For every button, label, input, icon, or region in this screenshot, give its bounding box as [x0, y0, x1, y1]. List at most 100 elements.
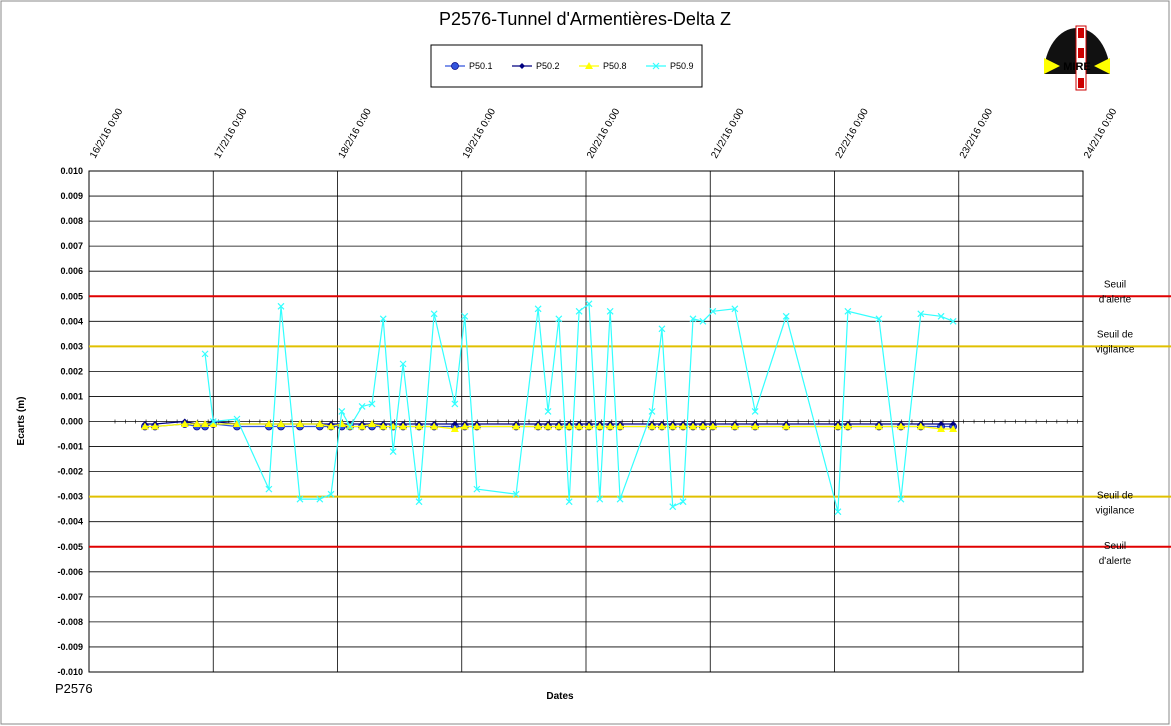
point	[698, 422, 707, 430]
point	[565, 498, 573, 506]
y-tick-label: -0.006	[57, 567, 83, 577]
y-tick-label: 0.000	[60, 417, 83, 427]
point	[209, 420, 218, 428]
point	[316, 495, 324, 503]
point	[512, 422, 521, 430]
point	[688, 422, 697, 430]
y-tick-label: 0.006	[60, 266, 83, 276]
point	[389, 448, 397, 455]
point	[534, 305, 542, 313]
legend-marker	[451, 62, 459, 70]
point	[916, 422, 925, 430]
threshold-label: Seuil	[1104, 279, 1126, 290]
point	[379, 315, 387, 323]
point	[276, 420, 285, 428]
point	[450, 425, 459, 433]
point	[338, 408, 346, 415]
point	[699, 317, 707, 325]
point	[192, 420, 201, 428]
point	[648, 422, 657, 430]
y-tick-label: -0.003	[57, 492, 83, 502]
y-tick-label: 0.001	[60, 391, 83, 401]
point	[233, 415, 241, 423]
point	[949, 317, 957, 325]
point	[544, 422, 553, 430]
y-tick-label: 0.009	[60, 191, 83, 201]
point	[751, 422, 760, 430]
point	[937, 312, 945, 320]
point	[782, 312, 790, 320]
y-tick-label: 0.003	[60, 341, 83, 351]
point	[875, 315, 883, 323]
point	[379, 422, 388, 430]
footer: P2576	[55, 681, 93, 696]
point	[917, 310, 925, 318]
threshold-label: d'alerte	[1099, 556, 1132, 567]
y-tick-label: -0.008	[57, 617, 83, 627]
point	[346, 423, 354, 430]
point	[689, 315, 697, 323]
point	[430, 310, 438, 318]
y-tick-label: -0.005	[57, 542, 83, 552]
point	[679, 422, 688, 430]
point	[897, 495, 905, 503]
legend-label: P50.2	[536, 61, 560, 71]
point	[565, 422, 574, 430]
point	[731, 305, 739, 313]
logo: MIRE	[1044, 25, 1110, 91]
y-tick-label: 0.008	[60, 216, 83, 226]
point	[782, 422, 791, 430]
point	[596, 495, 604, 503]
point	[938, 421, 945, 428]
point	[669, 503, 677, 511]
y-tick-label: 0.007	[60, 241, 83, 251]
y-tick-label: 0.004	[60, 316, 83, 326]
y-tick-label: -0.002	[57, 467, 83, 477]
point	[606, 307, 614, 315]
legend-label: P50.8	[603, 61, 627, 71]
point	[472, 422, 481, 430]
point	[368, 400, 376, 408]
point	[399, 422, 408, 430]
point	[648, 408, 656, 415]
point	[751, 408, 759, 415]
legend-label: P50.9	[670, 61, 694, 71]
point	[844, 307, 852, 315]
point	[554, 422, 563, 430]
point	[296, 495, 304, 503]
point	[201, 420, 210, 428]
point	[949, 425, 958, 433]
y-tick-label: 0.010	[60, 166, 83, 176]
threshold-label: vigilance	[1096, 506, 1135, 517]
point	[368, 420, 377, 428]
point	[451, 400, 459, 408]
point	[430, 422, 439, 430]
point	[658, 325, 666, 333]
logo-text: MIRE	[1063, 61, 1091, 73]
threshold-label: Seuil	[1104, 541, 1126, 552]
point	[512, 490, 520, 498]
point	[937, 425, 946, 433]
point	[358, 403, 366, 410]
point	[534, 422, 543, 430]
point	[595, 422, 604, 430]
point	[730, 422, 739, 430]
point	[709, 307, 717, 315]
point	[451, 421, 458, 428]
point	[358, 422, 367, 430]
legend-marker	[652, 62, 660, 70]
point	[679, 498, 687, 506]
point	[277, 302, 285, 310]
y-tick-label: -0.004	[57, 517, 83, 527]
point	[657, 422, 666, 430]
y-tick-label: -0.009	[57, 642, 83, 652]
point	[585, 300, 593, 308]
y-axis-label: Ecarts (m)	[16, 397, 27, 446]
point	[874, 422, 883, 430]
threshold-label: vigilance	[1096, 344, 1135, 355]
point	[708, 422, 717, 430]
y-tick-label: 0.005	[60, 291, 83, 301]
point	[327, 422, 336, 430]
point	[616, 422, 625, 430]
